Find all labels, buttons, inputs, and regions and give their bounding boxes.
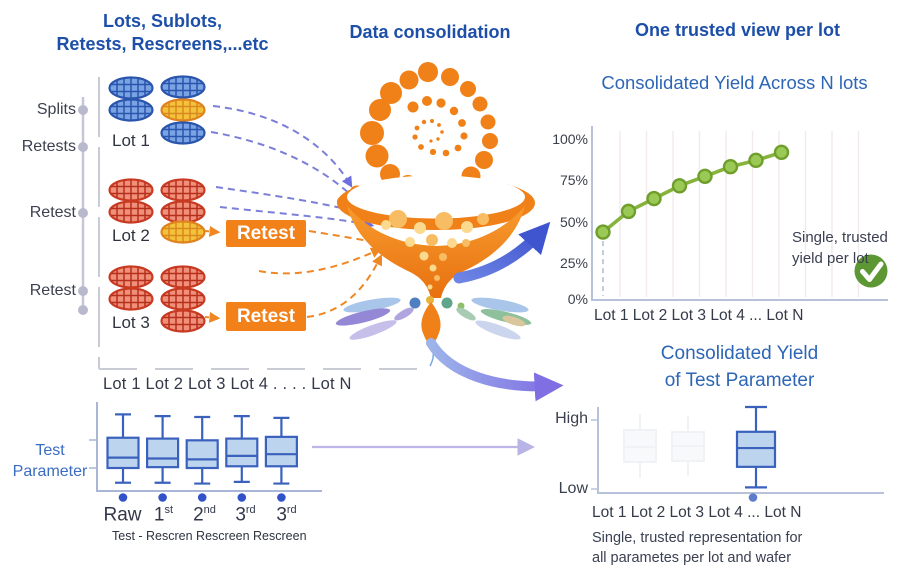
- title-data-consolidation: Data consolidation: [349, 22, 511, 42]
- yield-annotation: Single, trusted yield per lot: [792, 227, 888, 269]
- consolidated-box-chart: [591, 405, 884, 502]
- caption-line1: Single, trusted representation for: [592, 530, 803, 546]
- timeline-label-splits: Splits: [36, 101, 76, 118]
- ytick-low: Low: [558, 480, 588, 497]
- ytick-100: 100%: [552, 131, 588, 147]
- arrow-to-yield-chart: [453, 221, 551, 284]
- cat-1st: 1st: [153, 504, 174, 526]
- yield-chart-xlabels: Lot 1 Lot 2 Lot 3 Lot 4 ... Lot N: [594, 307, 804, 324]
- yield-chart: [591, 126, 888, 301]
- yield-chart-gridlines: [619, 131, 860, 297]
- arrow-to-box-chart: [426, 338, 564, 402]
- ytick-0: 0%: [567, 291, 588, 307]
- boxplot-category-labels: Raw 1st 2nd 3rd 3rd: [102, 504, 307, 526]
- process-timeline: [78, 97, 88, 315]
- cat-2nd: 2nd: [193, 504, 216, 526]
- title-consolidated-box-line2: of Test Parameter: [664, 370, 815, 391]
- lot1-label: Lot 1: [112, 131, 150, 150]
- yield-annotation-line1: Single, trusted: [792, 229, 888, 246]
- timeline-label-retest3: Retest: [29, 282, 76, 299]
- ytick-50: 50%: [559, 214, 588, 230]
- lots-axis-labels: Lot 1 Lot 2 Lot 3 Lot 4 . . . . Lot N: [103, 375, 352, 393]
- check-icon: [854, 254, 888, 288]
- wafer-groups: [108, 75, 206, 333]
- retest-button-lot2: Retest: [226, 220, 306, 247]
- title-consolidated-box-line1: Consolidated Yield: [660, 343, 819, 364]
- lot3-label: Lot 3: [112, 313, 150, 332]
- title-lots: Lots, Sublots, Retests, Rescreens,...etc: [30, 10, 295, 56]
- yield-line-series: [595, 144, 790, 296]
- test-parameter-ylabel-line1: Test: [35, 442, 65, 459]
- test-parameter-ylabel-line2: Parameter: [12, 463, 88, 480]
- yield-annotation-line2: yield per lot: [792, 250, 869, 267]
- ytick-high: High: [555, 410, 588, 427]
- funnel-illustration: [335, 62, 535, 367]
- ghost-boxplots: [623, 414, 705, 478]
- consolidated-box-caption: Single, trusted representation for all p…: [592, 528, 802, 568]
- timeline-label-retest2: Retest: [29, 204, 76, 221]
- caption-line2: all parametes per lot and wafer: [592, 550, 792, 566]
- cat-3rd-a: 3rd: [235, 504, 256, 526]
- test-parameter-chart: [89, 402, 322, 502]
- timeline-label-retests: Retests: [21, 138, 76, 155]
- ytick-25: 25%: [559, 255, 588, 271]
- cat-raw: Raw: [103, 504, 142, 526]
- consolidated-box-xlabels: Lot 1 Lot 2 Lot 3 Lot 4 ... Lot N: [592, 504, 802, 521]
- funnel-output-spray: [335, 296, 532, 367]
- lot2-label: Lot 2: [112, 226, 150, 245]
- funnel-inner-dots: [381, 210, 489, 290]
- title-lots-line2: Retests, Rescreens,...etc: [56, 34, 269, 54]
- lots-panel-axes: [98, 77, 418, 370]
- ytick-75: 75%: [559, 172, 588, 188]
- test-parameter-ylabel: Test Parameter: [4, 440, 96, 482]
- title-consolidated-box: Consolidated Yield of Test Parameter: [617, 340, 862, 394]
- consolidated-boxplot: [735, 405, 777, 502]
- funnel-cone: [347, 206, 525, 298]
- title-lots-line1: Lots, Sublots,: [103, 11, 222, 31]
- test-parameter-boxplots: [106, 413, 298, 502]
- retest-button-lot3: Retest: [226, 302, 306, 331]
- subtitle-consolidated-yield: Consolidated Yield Across N lots: [601, 72, 868, 93]
- title-one-trusted-view: One trusted view per lot: [634, 20, 841, 40]
- boxplot-caption: Test - Rescren Rescreen Rescreen: [112, 529, 307, 543]
- cat-3rd-b: 3rd: [276, 504, 297, 526]
